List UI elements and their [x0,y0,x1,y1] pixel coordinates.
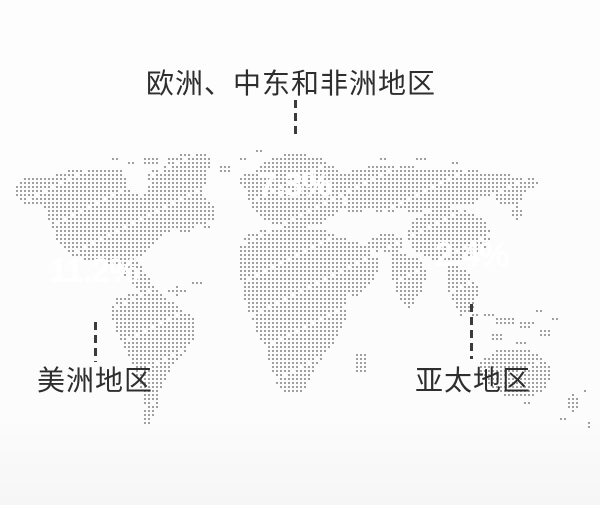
bubble-apac: 2.4% [423,207,520,304]
connector-emea [294,100,297,136]
bubble-americas: 11.2% [45,223,142,320]
bubble-emea: 7.3% [246,137,343,234]
region-label-apac: 亚太地区 [415,365,532,396]
connector-apac [470,304,473,359]
bubble-emea-value: 7.3% [257,166,332,204]
region-label-americas: 美洲地区 [37,365,154,396]
bubble-apac-value: 2.4% [434,236,509,274]
connector-americas [94,322,97,362]
bubble-americas-value: 11.2% [48,252,140,290]
region-label-emea: 欧洲、中东和非洲地区 [145,68,437,99]
